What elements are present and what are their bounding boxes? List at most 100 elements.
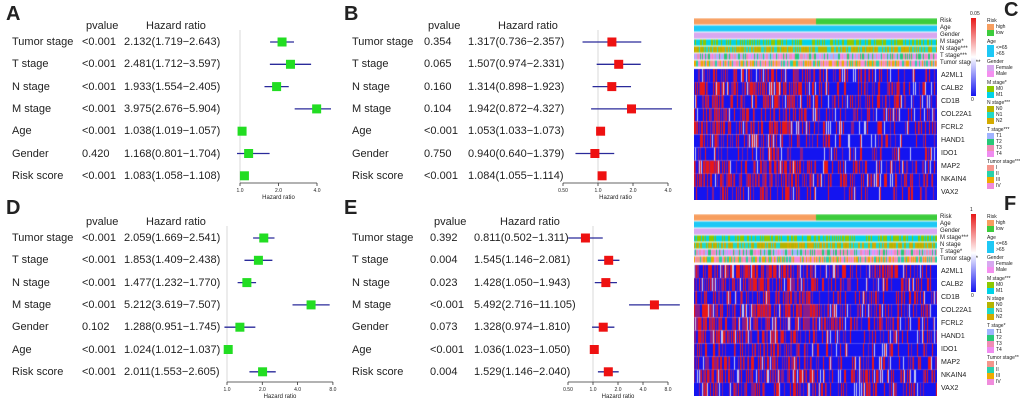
row-variable-name: M stage xyxy=(352,102,392,115)
gene-label: FCRL2 xyxy=(941,319,964,327)
row-hazard-ratio-text: 1.036(1.023−1.050) xyxy=(474,343,571,356)
legend-swatch xyxy=(987,328,994,335)
legend-title: Risk xyxy=(987,214,997,220)
row-variable-name: Gender xyxy=(12,147,49,160)
row-variable-name: Gender xyxy=(352,147,389,160)
annotation-row-label: Gender xyxy=(940,32,961,38)
legend-item-label: Male xyxy=(996,267,1007,273)
legend-title: M stage*** xyxy=(987,275,1011,282)
legend-swatch xyxy=(987,132,994,139)
heatmap-c xyxy=(694,18,937,200)
legend-swatch xyxy=(987,246,994,253)
row-variable-name: N stage xyxy=(12,276,50,289)
legend-title: T stage* xyxy=(987,322,1006,329)
gene-label: MAP2 xyxy=(941,359,961,367)
row-variable-name: N stage xyxy=(352,276,390,289)
column-header-hazard-ratio: Hazard ratio xyxy=(500,216,560,228)
gene-label: NKAIN4 xyxy=(941,372,967,380)
gene-label: A2ML1 xyxy=(941,71,964,79)
legend-swatch xyxy=(987,118,994,124)
legend-item-label: T2 xyxy=(996,334,1002,341)
x-axis-label: Hazard ratio xyxy=(262,195,295,201)
row-hazard-ratio-text: 1.053(1.033−1.073) xyxy=(468,125,565,138)
annotation-row-label: M stage* xyxy=(940,39,964,45)
gene-label: VAX2 xyxy=(941,385,959,393)
row-variable-name: T stage xyxy=(12,58,49,71)
hazard-ratio-marker xyxy=(580,233,590,243)
hazard-ratio-marker xyxy=(253,255,263,265)
panel-label-d: D xyxy=(6,197,21,219)
legend-title: Age xyxy=(987,38,996,45)
hazard-ratio-marker xyxy=(259,233,269,243)
gene-label: COL22A1 xyxy=(941,306,972,314)
column-header-hazard-ratio: Hazard ratio xyxy=(146,20,206,32)
hazard-ratio-marker xyxy=(604,255,614,265)
row-hazard-ratio-text: 5.492(2.716−11.105) xyxy=(474,298,576,311)
annotation-row-label: T stage*** xyxy=(940,53,967,59)
row-pvalue: 0.065 xyxy=(424,58,452,71)
legend-swatch xyxy=(987,138,994,145)
row-pvalue: <0.001 xyxy=(82,343,116,356)
legend-swatch xyxy=(987,30,994,36)
legend-swatch xyxy=(987,373,994,379)
hazard-ratio-marker xyxy=(312,104,322,114)
annotation-row-label: Age xyxy=(940,25,951,31)
hazard-ratio-marker xyxy=(272,82,282,92)
legend-swatch xyxy=(987,91,994,98)
hazard-ratio-marker xyxy=(242,278,252,288)
row-variable-name: Tumor stage xyxy=(12,36,74,48)
x-tick-label: 0.50 xyxy=(558,188,568,194)
row-variable-name: Age xyxy=(12,343,32,356)
annotation-row-label: Gender xyxy=(940,228,961,234)
row-pvalue: <0.001 xyxy=(82,365,116,378)
row-pvalue: <0.001 xyxy=(424,125,458,138)
hazard-ratio-marker xyxy=(235,322,245,332)
x-axis-label: Hazard ratio xyxy=(599,195,632,201)
row-hazard-ratio-text: 2.481(1.712−3.597) xyxy=(124,58,221,71)
legend-item-label: III xyxy=(996,373,1001,379)
panel-label-f: F xyxy=(1004,193,1017,215)
hazard-ratio-marker xyxy=(277,37,287,47)
x-axis-label: Hazard ratio xyxy=(601,394,635,400)
row-hazard-ratio-text: 1.314(0.898−1.923) xyxy=(468,80,565,93)
row-pvalue: 0.073 xyxy=(430,321,458,334)
row-pvalue: 0.420 xyxy=(82,147,110,160)
legend-item-label: N1 xyxy=(996,112,1003,118)
x-tick-label: 4.0 xyxy=(639,387,647,393)
row-variable-name: Tumor stage xyxy=(352,232,414,244)
row-pvalue: 0.023 xyxy=(430,276,458,289)
x-tick-label: 1.0 xyxy=(223,387,231,393)
legend-item-label: N2 xyxy=(996,118,1003,124)
legend-swatch xyxy=(987,65,994,71)
legend-swatch xyxy=(987,287,994,294)
row-variable-name: Age xyxy=(352,343,372,356)
row-pvalue: 0.354 xyxy=(424,36,452,48)
legend-title: N stage*** xyxy=(987,100,1011,106)
annotation-row-label: M stage*** xyxy=(940,235,969,241)
row-variable-name: Gender xyxy=(12,321,49,334)
legend-swatch xyxy=(987,85,994,92)
row-hazard-ratio-text: 1.942(0.872−4.327) xyxy=(468,102,565,115)
x-tick-label: 0.50 xyxy=(563,387,573,393)
row-variable-name: T stage xyxy=(12,254,49,267)
row-pvalue: <0.001 xyxy=(430,343,464,356)
color-scale-min: 0 xyxy=(971,97,974,103)
legend-swatch xyxy=(987,314,994,320)
legend-swatch xyxy=(987,302,994,308)
legend-item-label: T4 xyxy=(996,346,1002,353)
x-tick-label: 1.0 xyxy=(589,387,597,393)
legend-title: Risk xyxy=(987,18,997,24)
row-pvalue: 0.104 xyxy=(424,102,452,115)
legend-item-label: high xyxy=(996,24,1006,30)
row-pvalue: <0.001 xyxy=(82,58,116,71)
row-hazard-ratio-text: 1.477(1.232−1.770) xyxy=(124,276,221,289)
legend-item-label: Female xyxy=(996,65,1013,71)
panel-label-e: E xyxy=(344,197,358,219)
legend-swatch xyxy=(987,308,994,314)
row-hazard-ratio-text: 1.545(1.146−2.081) xyxy=(474,254,571,267)
color-scale-bar xyxy=(971,214,976,292)
legend-item-label: N0 xyxy=(996,106,1003,112)
legend-swatch xyxy=(987,281,994,288)
legend-swatch xyxy=(987,112,994,118)
row-hazard-ratio-text: 1.024(1.012−1.037) xyxy=(124,343,221,356)
